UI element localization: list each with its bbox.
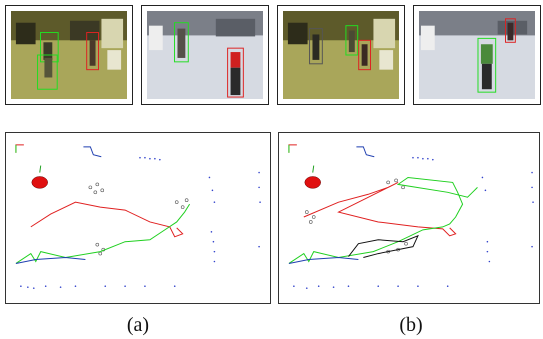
axis-marker	[288, 144, 297, 153]
wall-points	[293, 146, 534, 289]
trajectory-red	[303, 181, 457, 237]
trajectory-blue	[15, 257, 86, 264]
trajectory-green	[288, 176, 478, 264]
trajectory-map-b	[278, 132, 540, 304]
camera-photo-hall-1	[147, 11, 263, 99]
wall-points	[20, 146, 261, 289]
trajectory-black	[348, 234, 419, 259]
caption-a: (a)	[126, 314, 150, 336]
trajectory-map-a	[5, 132, 271, 304]
camera-frame-3	[277, 5, 405, 105]
trajectory-green	[15, 203, 191, 264]
camera-frame-1	[5, 5, 133, 105]
camera-photo-lab-2	[283, 11, 399, 99]
trajectory-blue	[288, 257, 359, 264]
camera-photo-hall-2	[419, 11, 535, 99]
camera-frame-2	[141, 5, 269, 105]
axis-marker	[15, 144, 24, 153]
point-clusters	[88, 182, 189, 256]
caption-b: (b)	[399, 314, 423, 336]
camera-frame-4	[413, 5, 541, 105]
robot-marker	[31, 176, 48, 189]
trajectory-red	[30, 201, 184, 238]
robot-marker	[304, 176, 321, 189]
camera-photo-lab-1	[11, 11, 127, 99]
